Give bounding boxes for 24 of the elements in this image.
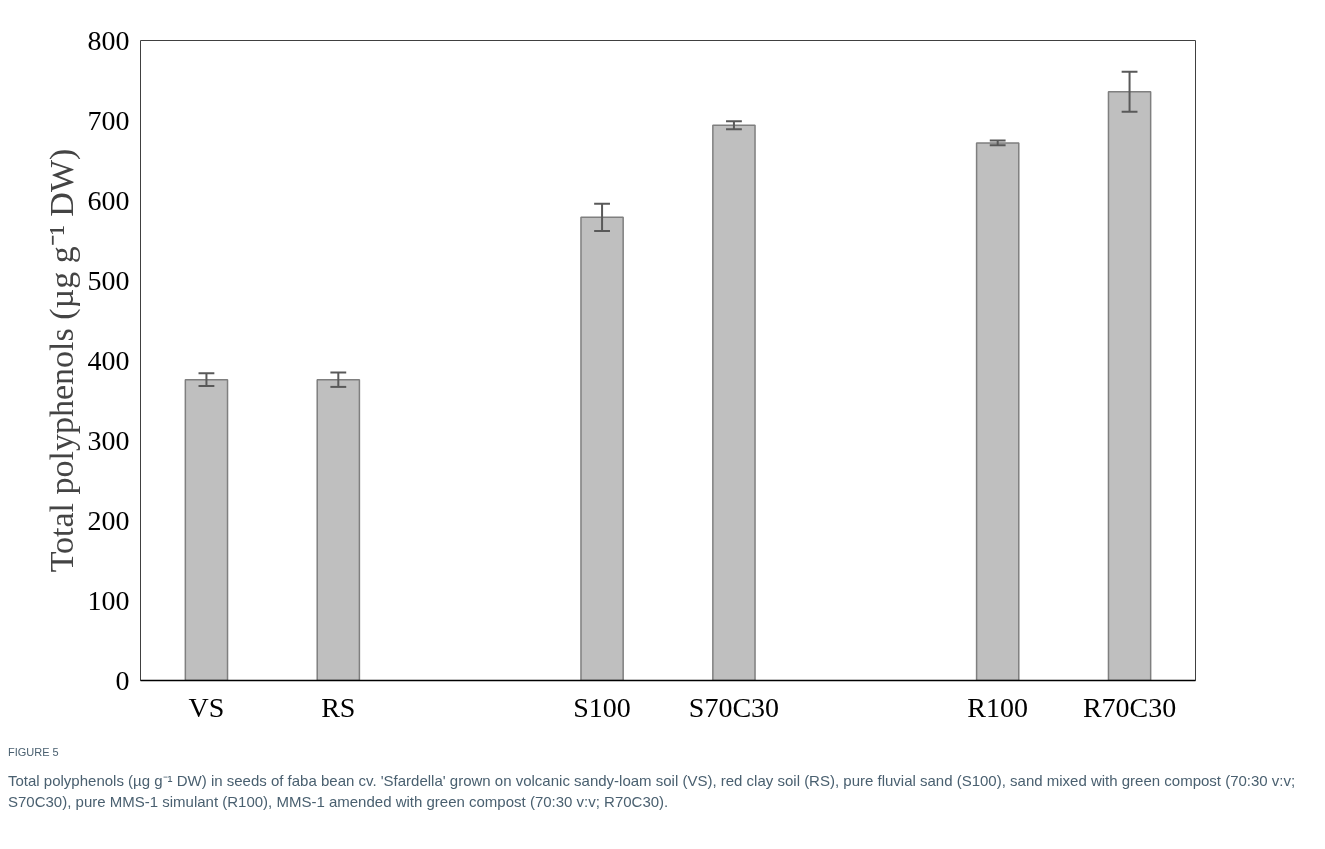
y-tick-label: 200 xyxy=(87,504,130,536)
y-tick-label: 500 xyxy=(87,264,130,296)
bar xyxy=(316,378,361,681)
bar xyxy=(975,142,1020,681)
bar xyxy=(184,378,229,681)
y-tick-label: 300 xyxy=(87,424,130,456)
bar xyxy=(1107,90,1152,681)
caption: FIGURE 5 xyxy=(8,745,59,760)
text: Total polyphenols (µg g⁻¹ DW) in seeds of faba bean cv. 'Sfardella' grown on volcanic sandy-loam soil (VS), red clay soil (RS), pure fluvial sand (S100), sand mixed with green compost (70:30 v:v; S70C30), pure MMS-1 simulant (R100), MMS-1 amended with green compost (70:30 v:v; R70C30). xyxy=(8,771,1297,813)
y-tick-label: 0 xyxy=(115,664,130,696)
bar xyxy=(712,124,756,681)
x-tick-label: VS xyxy=(188,691,225,723)
x-tick-label: RS xyxy=(321,691,356,723)
y-axis-title: Total polyphenols (µg g⁻¹ DW) xyxy=(42,148,81,573)
x-tick-label: S100 xyxy=(573,691,631,723)
y-tick-label: 100 xyxy=(87,584,130,616)
y-tick-label: 700 xyxy=(87,104,130,136)
x-tick-label: R100 xyxy=(967,691,1029,723)
x-tick-label: S70C30 xyxy=(688,691,780,723)
x-tick-label: R70C30 xyxy=(1082,691,1177,723)
bar xyxy=(580,216,624,681)
y-tick-label: 600 xyxy=(87,184,130,216)
y-tick-label: 800 xyxy=(87,24,130,56)
y-tick-label: 400 xyxy=(87,344,130,376)
